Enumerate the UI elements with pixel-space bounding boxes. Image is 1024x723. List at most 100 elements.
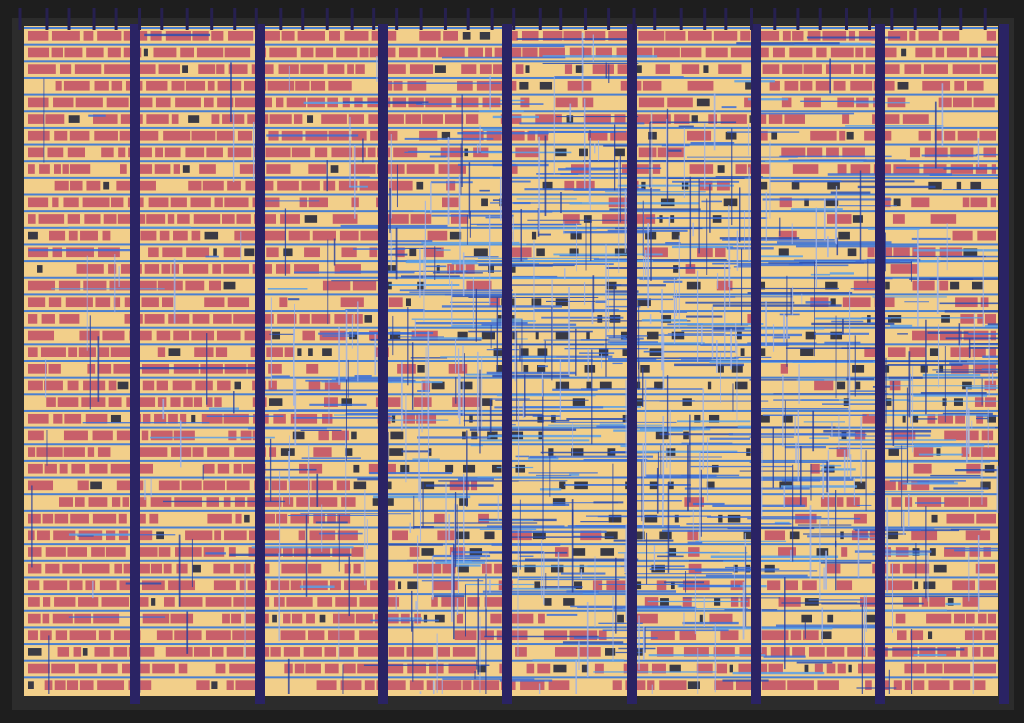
std-cell bbox=[392, 530, 408, 541]
std-cell bbox=[190, 197, 211, 208]
pin bbox=[160, 8, 164, 30]
std-cell bbox=[582, 97, 594, 108]
std-cell bbox=[139, 447, 168, 457]
std-cell bbox=[70, 513, 89, 524]
filler-cell bbox=[984, 464, 995, 473]
std-cell bbox=[181, 480, 202, 491]
std-cell bbox=[580, 530, 602, 541]
std-cell bbox=[55, 80, 62, 91]
std-cell bbox=[307, 563, 322, 574]
std-cell bbox=[207, 80, 215, 91]
std-cell bbox=[286, 597, 313, 607]
std-cell bbox=[810, 130, 837, 141]
std-cell bbox=[359, 630, 380, 641]
filler-cell bbox=[283, 248, 293, 257]
std-cell bbox=[45, 563, 60, 574]
std-cell bbox=[180, 413, 187, 424]
std-cell bbox=[28, 380, 43, 391]
std-cell bbox=[847, 647, 866, 657]
std-cell bbox=[535, 114, 562, 124]
std-cell bbox=[157, 280, 183, 291]
filler-cell bbox=[223, 281, 236, 290]
filler-cell bbox=[816, 548, 829, 556]
std-cell bbox=[299, 197, 308, 208]
std-cell bbox=[890, 264, 918, 274]
filler-cell bbox=[655, 431, 669, 440]
std-cell bbox=[369, 247, 378, 258]
std-cell bbox=[952, 64, 980, 74]
filler-cell bbox=[821, 631, 832, 640]
std-cell bbox=[923, 64, 948, 74]
std-cell bbox=[833, 80, 846, 91]
std-cell bbox=[644, 247, 668, 258]
std-cell bbox=[208, 280, 221, 291]
filler-cell bbox=[838, 231, 850, 240]
std-cell bbox=[902, 114, 929, 124]
std-cell bbox=[853, 280, 881, 291]
std-cell bbox=[438, 47, 465, 58]
std-cell bbox=[323, 397, 338, 407]
filler-cell bbox=[791, 181, 800, 190]
pin bbox=[395, 8, 399, 30]
filler-cell bbox=[723, 198, 738, 207]
std-cell bbox=[891, 497, 902, 507]
std-cell bbox=[173, 230, 188, 241]
filler-cell bbox=[445, 464, 454, 473]
std-cell bbox=[211, 647, 224, 657]
filler-cell bbox=[573, 581, 583, 590]
std-cell bbox=[98, 630, 111, 641]
std-cell bbox=[842, 297, 871, 308]
std-cell bbox=[51, 663, 75, 674]
std-cell bbox=[595, 47, 612, 58]
std-cell bbox=[173, 164, 180, 174]
std-cell bbox=[300, 64, 324, 74]
std-cell bbox=[563, 31, 582, 41]
filler-cell bbox=[852, 365, 865, 373]
filler-cell bbox=[569, 248, 579, 257]
std-cell bbox=[57, 397, 79, 407]
std-cell bbox=[65, 297, 93, 308]
std-cell bbox=[131, 97, 153, 108]
std-cell bbox=[211, 114, 220, 124]
std-cell bbox=[141, 580, 165, 591]
std-cell bbox=[602, 214, 628, 224]
std-cell bbox=[331, 147, 353, 158]
std-cell bbox=[227, 180, 241, 191]
std-cell bbox=[839, 130, 846, 141]
std-cell bbox=[113, 297, 121, 308]
filler-cell bbox=[600, 548, 615, 556]
std-cell bbox=[526, 663, 535, 674]
power-stripe bbox=[875, 24, 885, 704]
std-cell bbox=[237, 130, 253, 141]
power-stripe bbox=[378, 24, 388, 704]
std-cell bbox=[479, 64, 492, 74]
std-cell bbox=[70, 180, 83, 191]
std-cell bbox=[543, 630, 568, 641]
std-cell bbox=[213, 314, 232, 324]
std-cell bbox=[28, 147, 44, 158]
filler-cell bbox=[322, 348, 332, 356]
pin bbox=[703, 8, 707, 30]
std-cell bbox=[315, 47, 334, 58]
pin bbox=[868, 8, 872, 30]
std-cell bbox=[177, 214, 190, 224]
filler-cell bbox=[520, 348, 529, 356]
std-cell bbox=[269, 447, 277, 457]
std-cell bbox=[912, 247, 936, 258]
std-cell bbox=[28, 297, 46, 308]
std-cell bbox=[47, 147, 64, 158]
filler-cell bbox=[555, 331, 569, 340]
std-cell bbox=[317, 597, 333, 607]
std-cell bbox=[228, 547, 236, 557]
std-cell bbox=[114, 630, 141, 641]
std-cell bbox=[193, 647, 210, 657]
std-cell bbox=[507, 530, 532, 541]
std-cell bbox=[787, 680, 814, 690]
std-cell bbox=[135, 397, 156, 407]
pin bbox=[796, 8, 800, 30]
std-cell bbox=[353, 147, 366, 158]
std-cell bbox=[87, 364, 96, 374]
std-cell bbox=[67, 214, 80, 224]
std-cell bbox=[28, 413, 49, 424]
filler-cell bbox=[191, 414, 196, 423]
